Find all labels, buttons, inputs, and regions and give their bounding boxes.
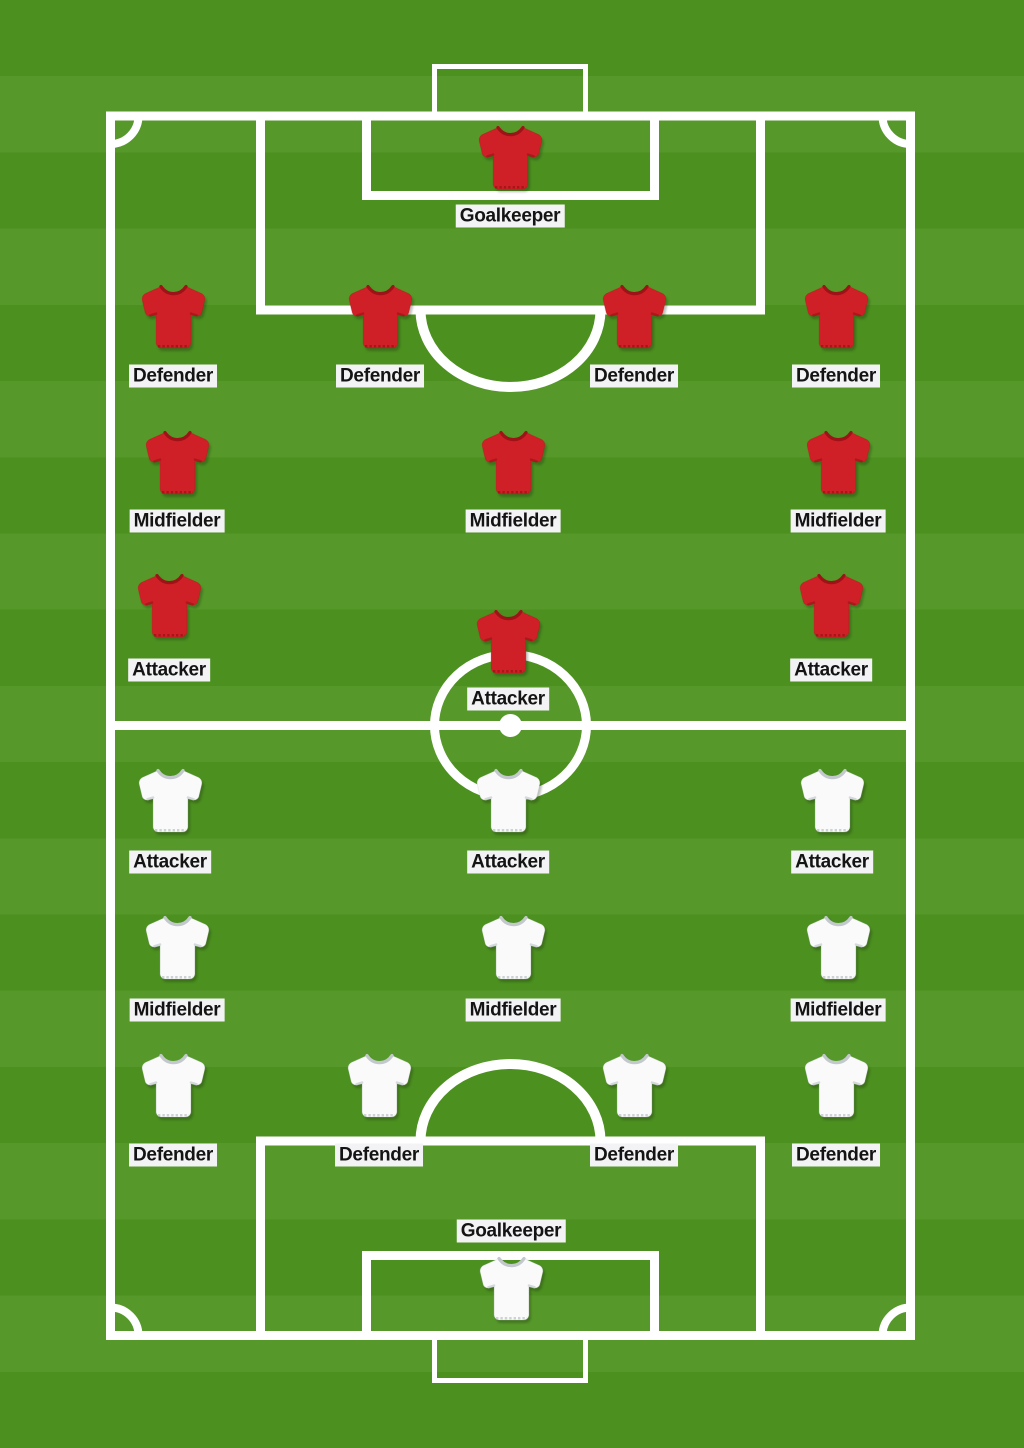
red-shirt-icon[interactable]	[802, 430, 875, 498]
player-role-label: Defender	[129, 364, 217, 388]
player-role-label: Attacker	[129, 850, 211, 874]
player-role-label: Midfielder	[790, 509, 886, 533]
player-role-label: Midfielder	[129, 998, 225, 1022]
player-role-label: Defender	[336, 364, 424, 388]
white-shirt-icon[interactable]	[343, 1053, 416, 1121]
red-shirt-icon[interactable]	[344, 284, 417, 352]
goal-area-bottom	[362, 1251, 659, 1336]
corner-arc-top-left	[110, 115, 143, 148]
player-role-label: Defender	[590, 1143, 678, 1167]
player-role-label: Midfielder	[790, 998, 886, 1022]
player-role-label: Attacker	[467, 687, 549, 711]
player-role-label: Defender	[590, 364, 678, 388]
white-shirt-icon[interactable]	[137, 1053, 210, 1121]
player-role-label: Defender	[792, 1143, 880, 1167]
red-shirt-icon[interactable]	[477, 430, 550, 498]
red-shirt-icon[interactable]	[800, 284, 873, 352]
white-shirt-icon[interactable]	[802, 915, 875, 983]
red-shirt-icon[interactable]	[474, 125, 547, 193]
red-shirt-icon[interactable]	[141, 430, 214, 498]
white-shirt-icon[interactable]	[475, 1256, 548, 1324]
player-role-label: Midfielder	[465, 509, 561, 533]
red-shirt-icon[interactable]	[472, 609, 545, 677]
white-shirt-icon[interactable]	[477, 915, 550, 983]
player-role-label: Goalkeeper	[456, 1219, 566, 1243]
penalty-area-bottom	[256, 1136, 765, 1336]
penalty-arc-bottom	[415, 1059, 606, 1142]
player-role-label: Defender	[335, 1143, 423, 1167]
player-role-label: Midfielder	[129, 509, 225, 533]
penalty-arc-top	[415, 309, 606, 392]
player-role-label: Attacker	[791, 850, 873, 874]
corner-arc-top-right	[878, 115, 911, 148]
player-role-label: Defender	[129, 1143, 217, 1167]
red-shirt-icon[interactable]	[133, 573, 206, 641]
white-shirt-icon[interactable]	[141, 915, 214, 983]
white-shirt-icon[interactable]	[800, 1053, 873, 1121]
penalty-area-top	[256, 116, 765, 315]
corner-arc-bottom-left	[110, 1303, 143, 1336]
player-role-label: Defender	[792, 364, 880, 388]
white-shirt-icon[interactable]	[472, 768, 545, 836]
red-shirt-icon[interactable]	[795, 573, 868, 641]
white-shirt-icon[interactable]	[134, 768, 207, 836]
center-spot	[499, 714, 522, 737]
player-role-label: Attacker	[128, 658, 210, 682]
player-role-label: Goalkeeper	[455, 204, 565, 228]
goal-area-top	[362, 116, 659, 200]
player-role-label: Attacker	[790, 658, 872, 682]
white-shirt-icon[interactable]	[598, 1053, 671, 1121]
player-role-label: Midfielder	[465, 998, 561, 1022]
red-shirt-icon[interactable]	[598, 284, 671, 352]
corner-arc-bottom-right	[878, 1303, 911, 1336]
white-shirt-icon[interactable]	[796, 768, 869, 836]
red-shirt-icon[interactable]	[137, 284, 210, 352]
player-role-label: Attacker	[467, 850, 549, 874]
